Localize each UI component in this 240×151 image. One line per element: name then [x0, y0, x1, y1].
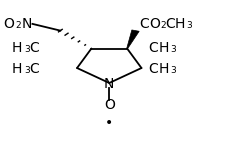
Text: 2: 2: [16, 21, 21, 30]
Text: C: C: [29, 62, 39, 76]
Text: H: H: [12, 41, 22, 55]
Text: N: N: [104, 77, 114, 91]
Text: H: H: [12, 62, 22, 76]
Text: H: H: [159, 62, 169, 76]
Text: C: C: [149, 41, 158, 55]
Text: 3: 3: [170, 66, 176, 75]
Text: 3: 3: [170, 45, 176, 54]
Text: 3: 3: [24, 66, 30, 75]
Text: C: C: [29, 41, 39, 55]
Text: H: H: [175, 17, 185, 31]
Text: 3: 3: [186, 21, 192, 30]
Text: C: C: [165, 17, 175, 31]
Text: C: C: [149, 62, 158, 76]
Text: H: H: [159, 41, 169, 55]
Text: •: •: [105, 116, 113, 130]
Text: N: N: [22, 17, 32, 31]
Text: O: O: [3, 17, 14, 31]
Text: C: C: [139, 17, 149, 31]
Text: 3: 3: [24, 45, 30, 54]
Text: 2: 2: [160, 21, 166, 30]
Text: O: O: [104, 98, 115, 112]
Text: O: O: [149, 17, 160, 31]
Polygon shape: [127, 30, 139, 49]
